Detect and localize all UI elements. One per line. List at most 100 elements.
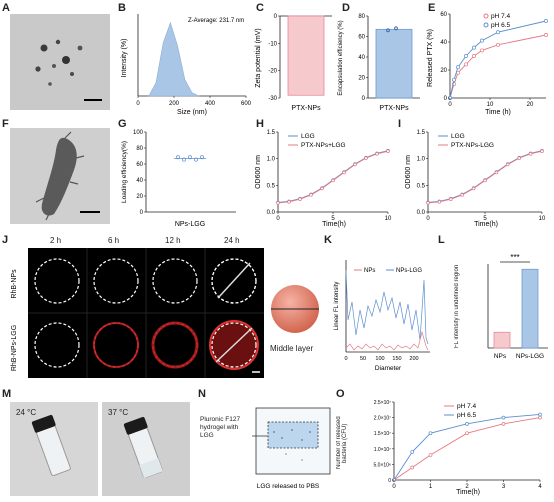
y-axis-label: Linear FL intensity: [334, 282, 340, 331]
row-label-rhb-nps: RhB-NPs: [11, 269, 18, 299]
data-point: [437, 200, 442, 204]
time-6h: 6 h: [108, 236, 120, 245]
data-point: [460, 193, 464, 197]
x-tick-label: 0: [392, 484, 396, 490]
y-tick-label: 1.5×10⁷: [374, 431, 391, 437]
replicate-point: [200, 155, 204, 160]
x-tick-label: 10: [487, 102, 494, 108]
row-label-rhb-nps-lgg: RhB-NPs-LGG: [11, 325, 18, 371]
x-tick-label: 4: [538, 484, 542, 490]
data-point: [342, 170, 346, 175]
y-tick-label: 1.5: [417, 130, 426, 136]
legend-nps-lgg: NPs-LGG: [396, 268, 422, 274]
x-axis-label: Time(h): [322, 221, 346, 228]
x-tick-label: 600: [241, 101, 252, 107]
x-tick-label: 10: [385, 216, 392, 222]
y-tick-label: 60: [440, 12, 447, 18]
legend-lgg: LGG: [301, 133, 315, 140]
chart-encapsulation: 0 20 40 60 80 PTX-NPs Encapsulation efficien…: [338, 14, 420, 112]
data-point: [309, 193, 313, 197]
y-tick-label: 0: [140, 210, 144, 216]
x-tick-label: 0: [276, 216, 280, 222]
legend-ph65: pH 6.5: [491, 22, 511, 29]
data-point: [538, 412, 542, 417]
data-point: [480, 48, 484, 53]
x-tick-label: 10: [539, 216, 546, 222]
data-point: [276, 201, 280, 205]
data-point: [364, 156, 368, 160]
panel-label-i: I: [398, 118, 402, 130]
data-point: [517, 156, 521, 160]
size-distribution-area: [148, 21, 200, 97]
x-tick-label: 0: [136, 101, 140, 107]
data-point: [410, 450, 415, 454]
x-tick: 50: [360, 356, 366, 362]
x-tick: 150: [392, 356, 401, 362]
sphere-schematic: [271, 285, 319, 333]
legend: pH 7.4 pH 6.5: [483, 13, 511, 29]
data-point: [471, 186, 476, 191]
y-tick-label: 80: [358, 14, 365, 20]
y-tick-label: 80: [136, 146, 143, 152]
x-axis-label: Time(h): [474, 221, 498, 228]
x-tick: 0: [344, 356, 347, 362]
legend-ptx-nps-lgg: PTX-NPs+LGG: [301, 142, 346, 149]
data-point: [544, 19, 548, 23]
category-nps-lgg: NPs-LGG: [516, 353, 544, 360]
data-point: [464, 54, 468, 58]
bar-nps-lgg: [521, 268, 539, 349]
y-tick-label: 0.5: [417, 183, 426, 189]
panel-label-c: C: [256, 2, 264, 14]
y-tick-label: 60: [358, 35, 365, 41]
y-axis-label: Released PTX (%): [427, 29, 434, 87]
chart-zeta-potential: 0 -10 -20 -30 PTX-NPs Zeta potential (mV): [255, 14, 332, 112]
zeta-bar: [287, 15, 325, 96]
y-axis-label: Loading efficiency(%): [121, 141, 128, 203]
gel-label: Pluronic F127 hydrogel with LGG: [200, 416, 241, 439]
legend: LGG PTX-NPs-LGG: [438, 133, 494, 149]
time-12h: 12 h: [165, 236, 181, 245]
y-axis-label: Intensity (%): [121, 39, 128, 78]
temp-37c: 37 °C: [108, 408, 129, 417]
data-point: [386, 149, 390, 153]
x-tick-label: 20: [527, 102, 534, 108]
y-tick-label: 100: [133, 130, 144, 136]
series-line-1: [277, 150, 389, 204]
category-label: NPs-LGG: [175, 221, 205, 228]
encapsulation-bar: [375, 28, 413, 99]
legend-nps: NPs: [364, 268, 375, 274]
chart-loading-efficiency: 0 20 40 60 80 100 NPs-LGG Loading efficiency(…: [121, 130, 236, 228]
category-nps: NPs: [494, 353, 507, 360]
tem-bacterium-image: [10, 128, 110, 224]
data-point: [465, 431, 469, 436]
x-axis-label: Size (nm): [177, 109, 207, 116]
series-line-1: [393, 414, 541, 481]
data-point: [483, 178, 487, 183]
y-tick-label: 1.0: [417, 157, 426, 163]
x-tick-label: 200: [169, 101, 180, 107]
y-tick-label: 40: [440, 40, 447, 46]
data-point: [464, 62, 468, 67]
data-point: [331, 178, 335, 183]
panel-label-m: M: [2, 388, 12, 400]
panel-label-l: L: [438, 234, 445, 246]
panel-label-a: A: [2, 2, 10, 14]
series-line-1: [427, 150, 543, 204]
y-tick-label: 40: [358, 55, 365, 61]
profile-nps: [345, 330, 429, 351]
x-tick-label: 2: [465, 484, 469, 490]
legend-lgg: LGG: [451, 133, 465, 140]
category-label: PTX-NPs: [291, 105, 321, 112]
data-point: [320, 186, 324, 191]
series-line-0: [427, 150, 543, 203]
data-point: [544, 33, 548, 37]
legend: NPs NPs-LGG: [354, 268, 422, 274]
chart-ptx-release: 0 20 40 60 0 10 20 pH 7.4 pH 6.5 Time (h) Rele…: [427, 12, 548, 116]
x-tick: 100: [375, 356, 384, 362]
panel-label-h: H: [256, 118, 264, 130]
y-tick-label: 1.5: [267, 130, 276, 136]
data-point: [426, 201, 430, 205]
row-labels: RhB-NPs RhB-NPs-LGG: [11, 269, 18, 371]
data-point: [480, 38, 484, 43]
data-point: [410, 465, 415, 470]
